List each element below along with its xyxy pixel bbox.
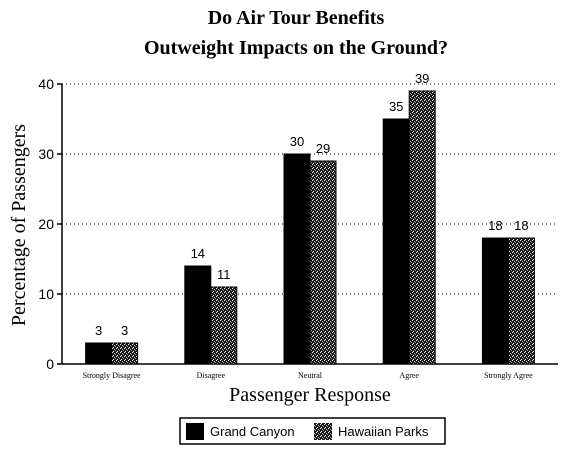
y-tick-label-0: 0 bbox=[46, 356, 54, 372]
legend-label-grand-canyon: Grand Canyon bbox=[210, 424, 295, 439]
legend-swatch-hawaiian-parks bbox=[314, 423, 332, 440]
legend-swatch-grand-canyon bbox=[186, 423, 204, 440]
legend-box bbox=[179, 417, 446, 445]
bar-grand-canyon-neutral bbox=[283, 153, 311, 365]
bar-hawaiian-parks-disagree bbox=[210, 286, 238, 365]
y-axis-label: Percentage of Passengers bbox=[8, 124, 30, 326]
data-label-hawaiian-parks-strongly-agree: 18 bbox=[514, 218, 528, 233]
y-tick-label-30: 30 bbox=[38, 146, 54, 162]
bar-hawaiian-parks-agree bbox=[408, 90, 436, 365]
data-label-grand-canyon-strongly-disagree: 3 bbox=[95, 323, 102, 338]
data-label-hawaiian-parks-strongly-disagree: 3 bbox=[121, 323, 128, 338]
data-label-hawaiian-parks-agree: 39 bbox=[415, 71, 429, 86]
data-label-grand-canyon-neutral: 30 bbox=[290, 134, 304, 149]
data-label-grand-canyon-strongly-agree: 18 bbox=[488, 218, 502, 233]
data-label-grand-canyon-agree: 35 bbox=[389, 99, 403, 114]
legend-label-hawaiian-parks: Hawaiian Parks bbox=[338, 424, 429, 439]
chart-title-line1: Do Air Tour Benefits bbox=[208, 7, 385, 29]
data-label-grand-canyon-disagree: 14 bbox=[191, 246, 205, 261]
y-tick-label-20: 20 bbox=[38, 216, 54, 232]
x-tick-label-agree: Agree bbox=[399, 371, 419, 380]
bar-grand-canyon-agree bbox=[382, 118, 410, 365]
bar-hawaiian-parks-neutral bbox=[309, 160, 337, 365]
data-label-hawaiian-parks-disagree: 11 bbox=[217, 267, 231, 282]
x-axis-label: Passenger Response bbox=[229, 384, 391, 406]
x-tick-label-strongly-disagree: Strongly Disagree bbox=[83, 371, 141, 380]
chart-title-line2: Outweight Impacts on the Ground? bbox=[144, 37, 448, 59]
bar-hawaiian-parks-strongly-agree bbox=[507, 237, 535, 365]
plot-area: 0 10 20 30 40 3 3 Strongly Disagree 14 11 Disagree… bbox=[38, 71, 558, 380]
bar-grand-canyon-strongly-agree bbox=[481, 237, 509, 365]
x-tick-label-strongly-agree: Strongly Agree bbox=[484, 371, 533, 380]
bar-grand-canyon-strongly-disagree bbox=[85, 342, 113, 365]
data-label-hawaiian-parks-neutral: 29 bbox=[316, 141, 330, 156]
y-tick-label-40: 40 bbox=[38, 76, 54, 92]
x-tick-label-disagree: Disagree bbox=[197, 371, 226, 380]
x-tick-label-neutral: Neutral bbox=[298, 371, 323, 380]
bar-hawaiian-parks-strongly-disagree bbox=[111, 342, 139, 365]
legend: Grand Canyon Hawaiian Parks bbox=[179, 417, 446, 445]
y-tick-label-10: 10 bbox=[38, 286, 54, 302]
bar-grand-canyon-disagree bbox=[184, 265, 212, 365]
